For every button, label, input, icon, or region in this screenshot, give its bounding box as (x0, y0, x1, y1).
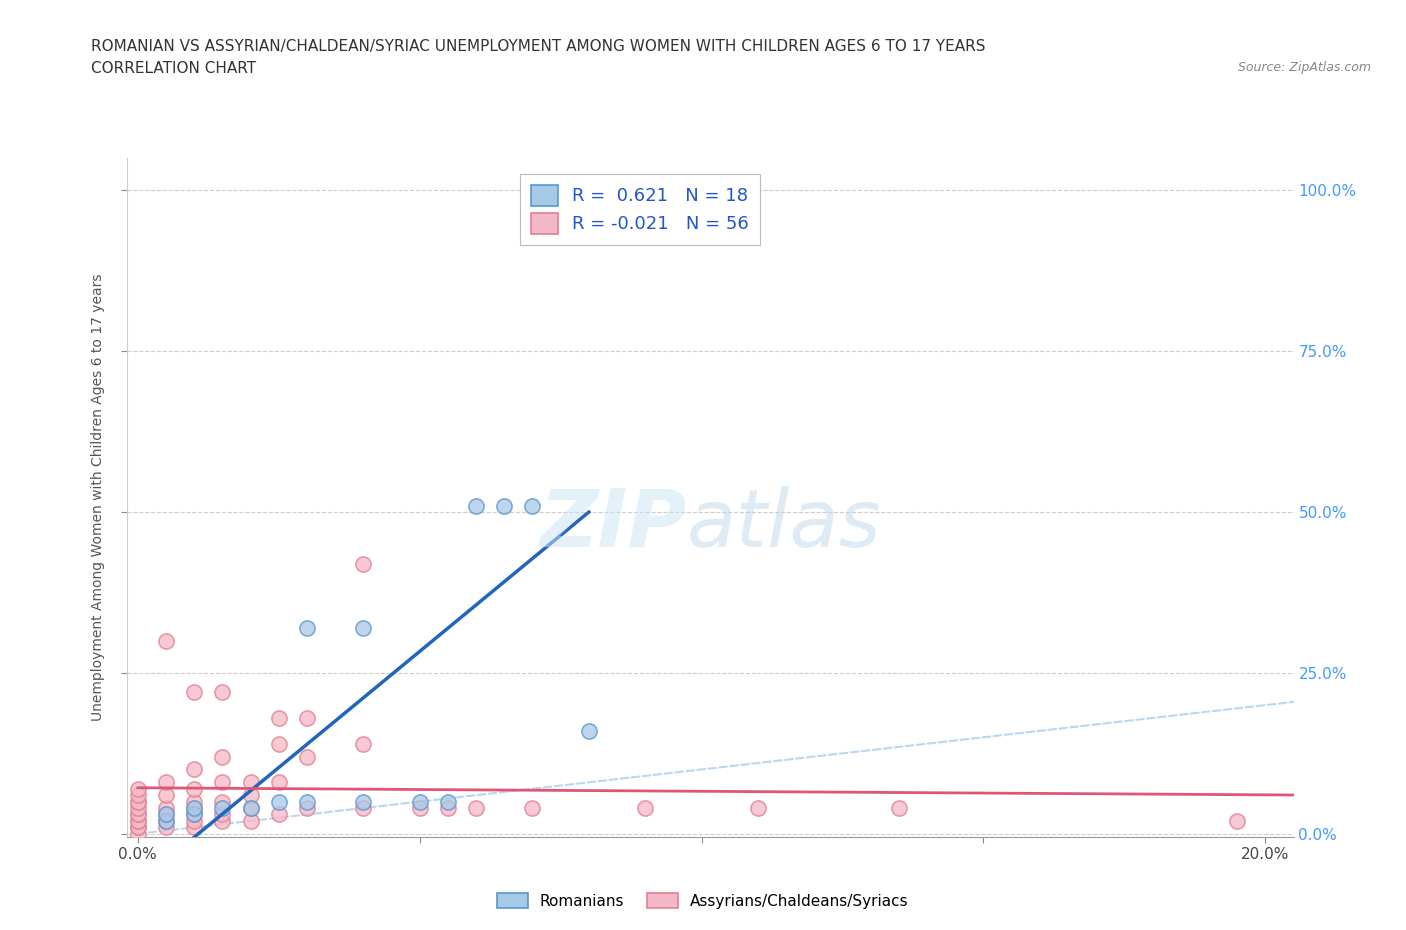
Point (522, 498, 544, 513)
Point (239, 788, 262, 803)
Point (211, 814, 233, 829)
Point (211, 750, 233, 764)
Point (127, 814, 149, 829)
Legend: R =  0.621   N = 18, R = -0.021   N = 56: R = 0.621 N = 18, R = -0.021 N = 56 (520, 174, 761, 245)
Text: Source: ZipAtlas.com: Source: ZipAtlas.com (1237, 61, 1371, 74)
Point (127, 807, 149, 822)
Point (183, 801, 205, 816)
Point (183, 781, 205, 796)
Point (127, 827, 149, 842)
Point (155, 801, 177, 816)
Point (239, 775, 262, 790)
Text: ZIP: ZIP (540, 485, 686, 564)
Point (127, 820, 149, 835)
Point (267, 807, 290, 822)
Point (183, 794, 205, 809)
Point (155, 775, 177, 790)
Point (634, 801, 657, 816)
Point (183, 807, 205, 822)
Point (155, 788, 177, 803)
Point (239, 801, 262, 816)
Point (267, 711, 290, 725)
Point (409, 794, 432, 809)
Point (155, 814, 177, 829)
Point (887, 801, 910, 816)
Point (747, 801, 769, 816)
Point (155, 633, 177, 648)
Text: ROMANIAN VS ASSYRIAN/CHALDEAN/SYRIAC UNEMPLOYMENT AMONG WOMEN WITH CHILDREN AGES: ROMANIAN VS ASSYRIAN/CHALDEAN/SYRIAC UNE… (91, 39, 986, 54)
Point (352, 794, 374, 809)
Point (183, 820, 205, 835)
Point (211, 801, 233, 816)
Point (127, 807, 149, 822)
Text: atlas: atlas (686, 485, 882, 564)
Point (183, 807, 205, 822)
Point (155, 820, 177, 835)
Point (522, 801, 544, 816)
Point (352, 737, 374, 751)
Point (267, 737, 290, 751)
Point (155, 807, 177, 822)
Point (352, 556, 374, 571)
Point (127, 794, 149, 809)
Point (494, 498, 516, 513)
Point (465, 498, 488, 513)
Point (267, 775, 290, 790)
Point (239, 801, 262, 816)
Point (155, 807, 177, 822)
Point (1226, 814, 1249, 829)
Y-axis label: Unemployment Among Women with Children Ages 6 to 17 years: Unemployment Among Women with Children A… (91, 273, 105, 722)
Point (183, 814, 205, 829)
Point (211, 775, 233, 790)
Point (239, 814, 262, 829)
Point (183, 801, 205, 816)
Point (127, 814, 149, 829)
Point (295, 620, 318, 635)
Point (352, 620, 374, 635)
Point (409, 801, 432, 816)
Point (295, 711, 318, 725)
Text: CORRELATION CHART: CORRELATION CHART (91, 61, 256, 76)
Point (127, 788, 149, 803)
Point (211, 684, 233, 699)
Point (267, 794, 290, 809)
Point (690, 215, 713, 230)
Point (465, 801, 488, 816)
Point (437, 794, 460, 809)
Point (437, 801, 460, 816)
Point (155, 814, 177, 829)
Point (127, 820, 149, 835)
Point (295, 801, 318, 816)
Point (183, 684, 205, 699)
Legend: Romanians, Assyrians/Chaldeans/Syriacs: Romanians, Assyrians/Chaldeans/Syriacs (491, 886, 915, 915)
Point (352, 801, 374, 816)
Point (211, 807, 233, 822)
Point (127, 794, 149, 809)
Point (127, 781, 149, 796)
Point (127, 801, 149, 816)
Point (295, 750, 318, 764)
Point (578, 724, 600, 738)
Point (183, 762, 205, 777)
Point (211, 794, 233, 809)
Point (295, 794, 318, 809)
